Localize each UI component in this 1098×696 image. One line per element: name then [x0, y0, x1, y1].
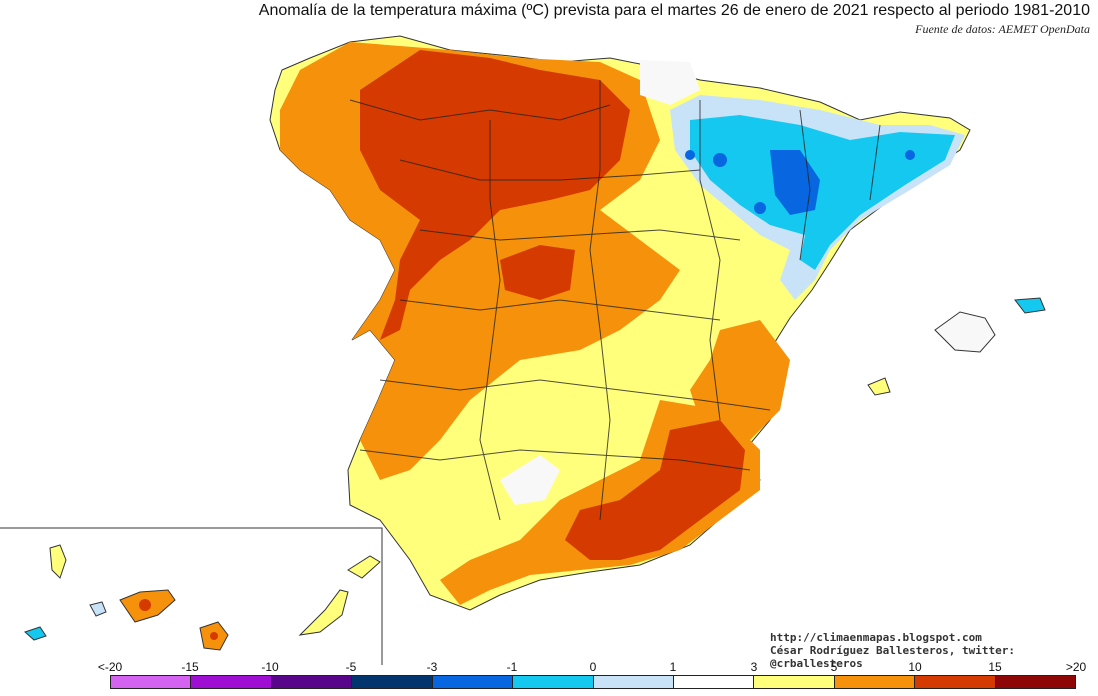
legend-label: -15 [181, 660, 199, 674]
legend-swatch [673, 676, 755, 688]
canary-gran-canaria-core [210, 632, 218, 640]
legend-swatch [593, 676, 674, 688]
red-region-north [360, 50, 630, 340]
legend-label: 5 [830, 660, 838, 674]
white-patch-south [500, 455, 560, 505]
legend-swatch [995, 676, 1076, 688]
red-region-southeast [565, 420, 745, 560]
canary-fuerteventura [298, 589, 349, 636]
canary-inset-frame [0, 527, 383, 665]
canary-la-gomera [89, 601, 107, 617]
region-borders [349, 80, 881, 521]
blue-spot-3 [754, 202, 766, 214]
blue-spot-1 [713, 153, 727, 167]
white-patch-north [640, 60, 700, 105]
data-source-note: Fuente de datos: AEMET OpenData [915, 22, 1090, 36]
legend-label: 15 [988, 660, 1002, 674]
legend-label: -10 [261, 660, 279, 674]
blue-spot-4 [905, 150, 915, 160]
red-region-center [500, 245, 575, 300]
canary-tenerife-peak [139, 599, 151, 611]
canary-lanzarote [347, 555, 381, 579]
legend-swatch [352, 676, 433, 688]
credits-author: César Rodríguez Ballesteros, twitter: @c… [770, 644, 1016, 670]
legend-label: <-20 [97, 660, 123, 674]
legend-swatch [271, 676, 353, 688]
legend-swatch [754, 676, 835, 688]
canary-el-hierro [24, 626, 47, 641]
balearic-mallorca [934, 311, 996, 353]
legend-label: 10 [908, 660, 922, 674]
legend-swatch [111, 676, 192, 688]
legend-label: 3 [750, 660, 758, 674]
balearic-ibiza [867, 377, 891, 396]
color-legend [110, 675, 1076, 689]
legend-label: 1 [669, 660, 677, 674]
legend-swatch [834, 676, 916, 688]
legend-label: 0 [589, 660, 597, 674]
canary-la-palma [49, 544, 67, 579]
credits-url: http://climaenmapas.blogspot.com [770, 631, 982, 644]
blue-spot-2 [685, 150, 695, 160]
legend-label: -1 [506, 660, 518, 674]
credits: http://climaenmapas.blogspot.com César R… [770, 631, 1098, 670]
legend-label: -5 [345, 660, 357, 674]
legend-swatch [513, 676, 594, 688]
legend-label: >20 [1065, 660, 1087, 674]
cyan-region-northeast [690, 115, 955, 270]
balearic-menorca [1014, 297, 1046, 314]
legend-swatch [915, 676, 996, 688]
legend-swatch [432, 676, 514, 688]
legend-swatch [191, 676, 272, 688]
map-title: Anomalía de la temperatura máxima (ºC) p… [258, 2, 1090, 19]
legend-label: -3 [426, 660, 438, 674]
legend-labels: <-20 -15 -10 -5 -3 -1 0 1 3 5 10 15 >20 [0, 660, 1098, 674]
